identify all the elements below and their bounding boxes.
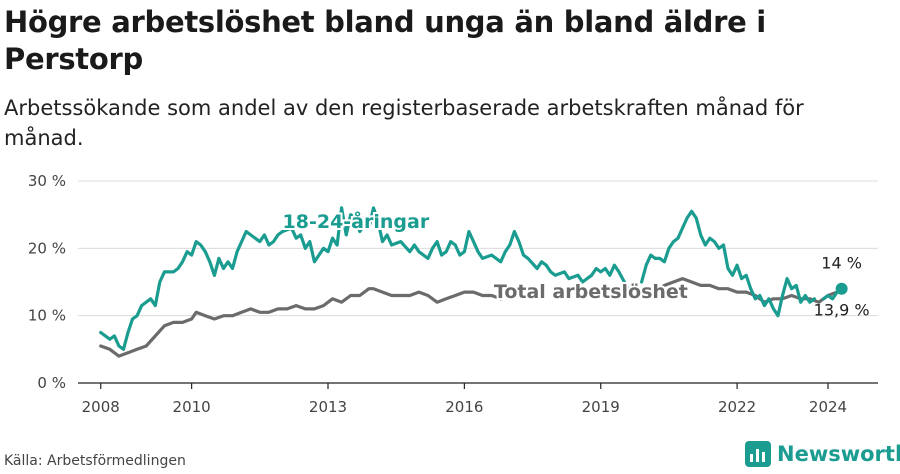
- x-tick-label: 2019: [582, 398, 620, 416]
- brand-logo: Newsworthy: [745, 441, 900, 467]
- source-note: Källa: Arbetsförmedlingen: [4, 453, 186, 469]
- x-tick-label: 2016: [445, 398, 483, 416]
- x-tick-label: 2022: [718, 398, 756, 416]
- y-tick-label: 20 %: [28, 239, 66, 257]
- x-tick-label: 2010: [173, 398, 211, 416]
- series-label-total-arbetsl-shet: Total arbetslöshet: [494, 281, 688, 303]
- x-tick-label: 2008: [82, 398, 120, 416]
- series-lines: [99, 206, 848, 358]
- end-point-marker: [835, 282, 848, 295]
- chart-subtitle: Arbetssökande som andel av den registerb…: [4, 96, 804, 150]
- brand-name: Newsworthy: [777, 442, 900, 466]
- series-line-18-24-ringar: [640, 209, 816, 318]
- y-tick-label: 0 %: [37, 374, 66, 392]
- series-labels: 18-24-åringar Total arbetslöshet 14 % 13,9 …: [281, 207, 870, 320]
- series-line-total-arbetsl-shet: [99, 287, 503, 358]
- end-value-label-18-24-ringar: 14 %: [821, 254, 862, 273]
- end-value-label-total-arbetsl-shet: 13,9 %: [814, 301, 870, 320]
- series-line-18-24-ringar: [99, 206, 630, 351]
- x-axis-ticks: 2008 2010 2013 2016 2019 2022 2024: [82, 383, 847, 416]
- series-label-18-24-ringar: 18-24-åringar: [283, 209, 430, 233]
- bar-chart-logo-icon: [745, 441, 771, 467]
- x-tick-label: 2013: [309, 398, 347, 416]
- y-tick-label: 10 %: [28, 307, 66, 325]
- y-axis-ticks: 0 % 10 % 20 % 30 %: [28, 172, 66, 392]
- chart-title: Högre arbetslöshet bland unga än bland ä…: [4, 5, 766, 76]
- y-tick-label: 30 %: [28, 172, 66, 190]
- x-tick-label: 2024: [809, 398, 847, 416]
